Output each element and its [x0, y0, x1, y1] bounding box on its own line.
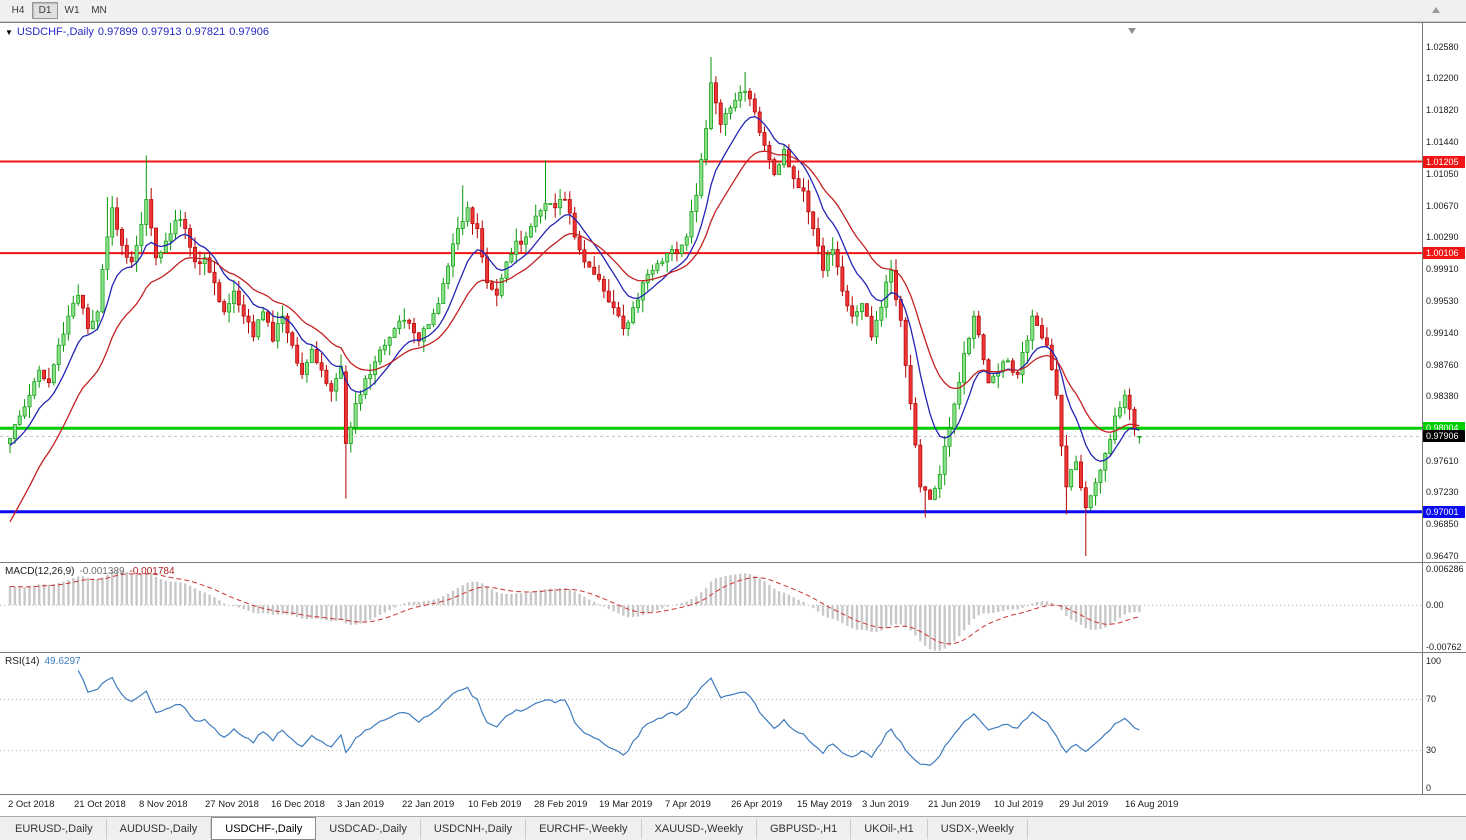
macd-chart[interactable]: [0, 563, 1422, 653]
price-axis-label: 1.00670: [1426, 200, 1459, 211]
date-axis-label: 21 Oct 2018: [74, 799, 126, 810]
price-axis-label: 0.99140: [1426, 328, 1459, 339]
date-axis-label: 10 Feb 2019: [468, 799, 522, 810]
tab-usdx-weekly[interactable]: USDX-,Weekly: [928, 819, 1028, 839]
ohlc-high: 0.97913: [141, 26, 182, 38]
timeframe-button-h4[interactable]: H4: [5, 2, 31, 19]
date-axis-label: 16 Aug 2019: [1125, 799, 1179, 810]
price-axis-label: 0.98760: [1426, 359, 1459, 370]
chart-tabs-bar: EURUSD-,Daily AUDUSD-,Daily USDCHF-,Daily U…: [0, 816, 1466, 840]
ohlc-open: 0.97899: [97, 26, 138, 38]
rsi-axis-label: 100: [1426, 655, 1442, 666]
rsi-value: 49.6297: [44, 656, 81, 667]
timeframe-button-w1[interactable]: W1: [59, 2, 85, 19]
price-axis-label: 1.02580: [1426, 41, 1459, 52]
ohlc-close: 0.97906: [229, 26, 269, 38]
rsi-label: RSI(14) 49.6297: [5, 656, 81, 667]
rsi-axis-label: 70: [1426, 693, 1437, 704]
macd-axis: 0.006286 0.00 -0.00762: [1422, 563, 1466, 652]
tab-eurusd-daily[interactable]: EURUSD-,Daily: [2, 819, 107, 839]
date-axis-label: 19 Mar 2019: [599, 799, 653, 810]
price-axis-label: 0.96470: [1426, 550, 1459, 561]
macd-axis-label: 0.00: [1426, 599, 1444, 610]
candlestick-chart[interactable]: [0, 23, 1422, 563]
tab-xauusd-weekly[interactable]: XAUUSD-,Weekly: [642, 819, 757, 839]
chart-header: ▼ USDCHF-,Daily 0.97899 0.97913 0.97821 0.979…: [5, 26, 273, 38]
macd-main-value: -0.001389: [79, 566, 125, 577]
price-axis-label: 1.02200: [1426, 73, 1459, 84]
current-price-tag: 0.97906: [1423, 430, 1465, 443]
hline-price-tag: 1.01205: [1423, 155, 1465, 168]
date-axis-label: 21 Jun 2019: [928, 799, 981, 810]
tab-gbpusd-h1[interactable]: GBPUSD-,H1: [757, 819, 852, 839]
price-axis[interactable]: 1.02580 1.02200 1.01820 1.01440 1.01050 1.006…: [1422, 23, 1466, 562]
timeframe-button-mn[interactable]: MN: [86, 2, 112, 19]
timeframe-button-d1[interactable]: D1: [32, 2, 58, 19]
price-axis-label: 1.01820: [1426, 104, 1459, 115]
macd-label: MACD(12,26,9) -0.001389 -0.001784: [5, 566, 175, 577]
ohlc-low: 0.97821: [185, 26, 226, 38]
rsi-chart[interactable]: [0, 653, 1422, 795]
price-axis-label: 1.00290: [1426, 232, 1459, 243]
rsi-name: RSI(14): [5, 656, 40, 667]
price-axis-label: 0.97230: [1426, 487, 1459, 498]
timeframe-buttons: H4 D1 W1 MN: [5, 2, 113, 19]
hline-price-tag: 0.97001: [1423, 505, 1465, 518]
rsi-indicator-panel: 100 70 30 0 RSI(14) 49.6297: [0, 652, 1466, 794]
price-axis-label: 0.97610: [1426, 455, 1459, 466]
date-axis-label: 7 Apr 2019: [665, 799, 711, 810]
price-axis-label: 0.96850: [1426, 518, 1459, 529]
date-axis-label: 16 Dec 2018: [271, 799, 325, 810]
tab-usdcnh-daily[interactable]: USDCNH-,Daily: [421, 819, 527, 839]
toolbar-overflow-icon[interactable]: [1432, 7, 1440, 13]
tab-eurchf-weekly[interactable]: EURCHF-,Weekly: [526, 819, 642, 839]
macd-name: MACD(12,26,9): [5, 566, 75, 577]
macd-axis-label: 0.006286: [1426, 563, 1464, 574]
price-axis-label: 1.01050: [1426, 169, 1459, 179]
date-axis-label: 10 Jul 2019: [994, 799, 1044, 810]
symbol-title: USDCHF-,Daily: [16, 26, 94, 38]
price-axis-label: 1.01440: [1426, 136, 1459, 147]
tab-ukoil-h1[interactable]: UKOil-,H1: [851, 819, 928, 839]
macd-signal-value: -0.001784: [129, 566, 175, 577]
date-axis-label: 8 Nov 2018: [139, 799, 188, 810]
date-axis-label: 15 May 2019: [797, 799, 852, 810]
rsi-axis-label: 0: [1426, 783, 1432, 793]
main-price-panel: 1.02580 1.02200 1.01820 1.01440 1.01050 1.006…: [0, 22, 1466, 562]
price-axis-label: 0.99910: [1426, 263, 1459, 274]
date-axis-label: 26 Apr 2019: [731, 799, 783, 810]
date-axis-label: 3 Jun 2019: [862, 799, 910, 810]
date-axis-label: 28 Feb 2019: [534, 799, 588, 810]
date-axis[interactable]: 2 Oct 2018 21 Oct 2018 8 Nov 2018 27 Nov 20…: [0, 794, 1466, 816]
macd-indicator-panel: 0.006286 0.00 -0.00762 MACD(12,26,9) -0.001…: [0, 562, 1466, 652]
date-axis-label: 3 Jan 2019: [337, 799, 385, 810]
date-axis-label: 29 Jul 2019: [1059, 799, 1109, 810]
hline-price-tag: 1.00106: [1423, 247, 1465, 260]
price-axis-label: 0.99530: [1426, 295, 1459, 306]
date-axis-label: 27 Nov 2018: [205, 799, 259, 810]
chart-shift-marker[interactable]: [1128, 28, 1136, 34]
price-axis-label: 0.98380: [1426, 391, 1459, 402]
rsi-axis: 100 70 30 0: [1422, 653, 1466, 794]
rsi-axis-label: 30: [1426, 745, 1437, 756]
tab-audusd-daily[interactable]: AUDUSD-,Daily: [107, 819, 212, 839]
date-axis-label: 2 Oct 2018: [8, 799, 55, 810]
macd-axis-label: -0.00762: [1426, 642, 1462, 652]
symbol-dropdown-icon[interactable]: ▼: [5, 28, 13, 37]
timeframe-toolbar: H4 D1 W1 MN: [0, 0, 1466, 22]
date-axis-label: 22 Jan 2019: [402, 799, 455, 810]
tab-usdchf-daily[interactable]: USDCHF-,Daily: [211, 817, 317, 840]
tab-usdcad-daily[interactable]: USDCAD-,Daily: [316, 819, 421, 839]
